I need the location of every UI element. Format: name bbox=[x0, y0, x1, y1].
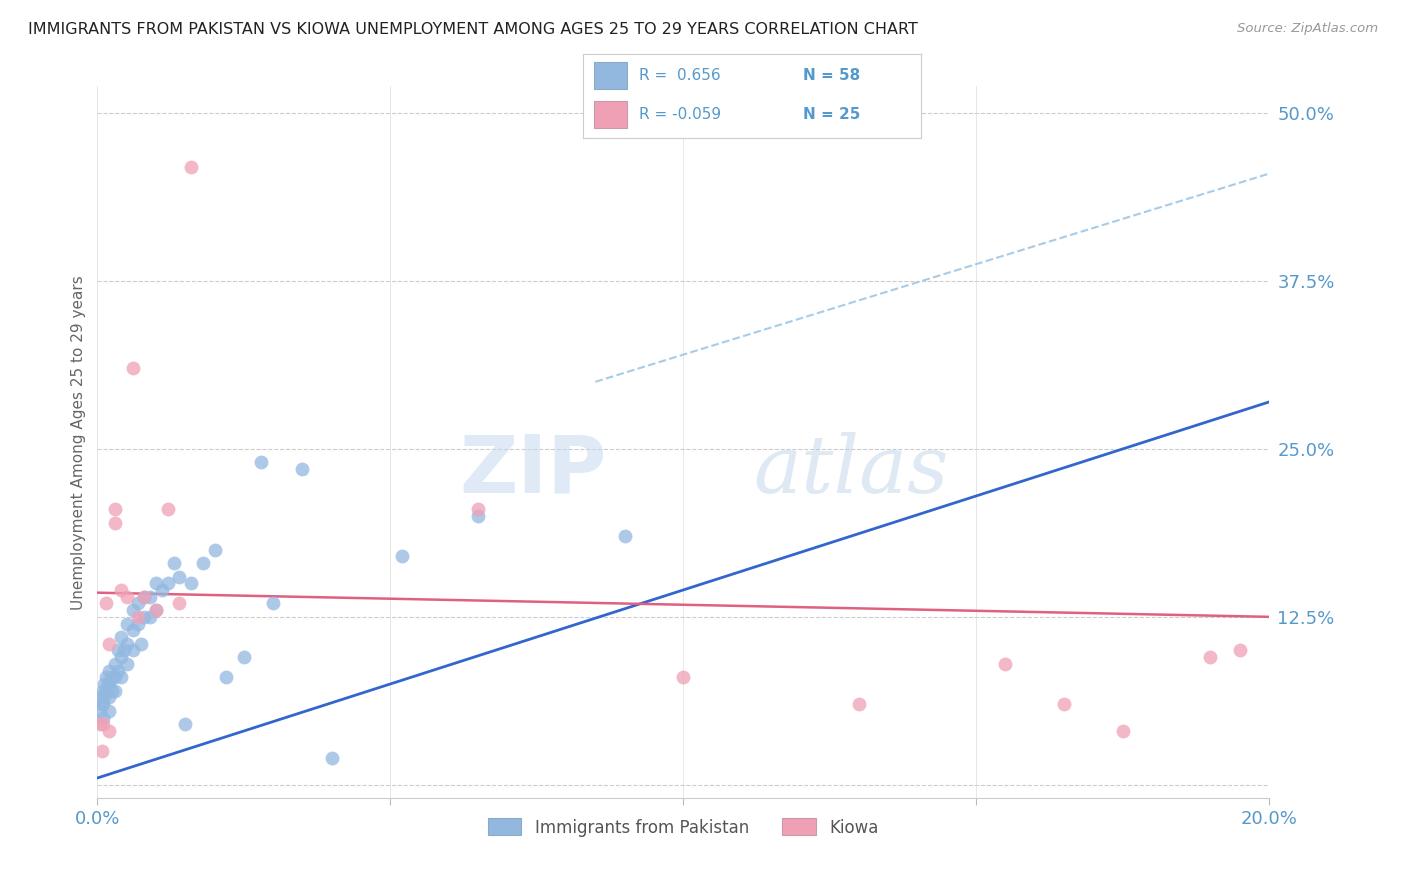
FancyBboxPatch shape bbox=[593, 101, 627, 128]
Text: N = 25: N = 25 bbox=[803, 107, 860, 122]
Point bbox=[134, 590, 156, 604]
Point bbox=[1053, 697, 1076, 711]
Point bbox=[98, 723, 121, 738]
Point bbox=[291, 462, 314, 476]
Point bbox=[104, 516, 127, 530]
Point bbox=[180, 576, 202, 591]
Point bbox=[98, 690, 121, 705]
Point bbox=[115, 637, 138, 651]
Point bbox=[250, 455, 273, 469]
Point bbox=[121, 361, 143, 376]
Point bbox=[145, 603, 167, 617]
Point bbox=[145, 603, 167, 617]
Point bbox=[98, 637, 121, 651]
Point bbox=[89, 704, 111, 718]
Point bbox=[98, 664, 121, 678]
Point bbox=[107, 664, 129, 678]
Point bbox=[91, 697, 114, 711]
Point bbox=[321, 751, 343, 765]
Point bbox=[104, 670, 127, 684]
Point bbox=[107, 643, 129, 657]
Point bbox=[121, 643, 143, 657]
Text: atlas: atlas bbox=[754, 432, 949, 509]
Point bbox=[191, 556, 214, 570]
Point bbox=[121, 603, 143, 617]
Point bbox=[1229, 643, 1251, 657]
Point bbox=[134, 590, 156, 604]
Point bbox=[467, 509, 489, 524]
Text: R = -0.059: R = -0.059 bbox=[640, 107, 721, 122]
Point bbox=[232, 650, 254, 665]
Text: N = 58: N = 58 bbox=[803, 68, 860, 83]
Point bbox=[91, 697, 114, 711]
Point bbox=[156, 502, 179, 516]
Point bbox=[180, 160, 202, 174]
Point bbox=[110, 630, 132, 644]
FancyBboxPatch shape bbox=[593, 62, 627, 89]
Point bbox=[112, 643, 135, 657]
Point bbox=[169, 596, 191, 610]
Text: IMMIGRANTS FROM PAKISTAN VS KIOWA UNEMPLOYMENT AMONG AGES 25 TO 29 YEARS CORRELA: IMMIGRANTS FROM PAKISTAN VS KIOWA UNEMPL… bbox=[28, 22, 918, 37]
Point bbox=[262, 596, 284, 610]
Point bbox=[150, 582, 173, 597]
Point bbox=[93, 677, 115, 691]
Y-axis label: Unemployment Among Ages 25 to 29 years: Unemployment Among Ages 25 to 29 years bbox=[72, 275, 86, 609]
Point bbox=[98, 677, 121, 691]
Point bbox=[104, 502, 127, 516]
Point bbox=[110, 582, 132, 597]
Point bbox=[127, 596, 149, 610]
Point bbox=[91, 710, 114, 724]
Point bbox=[91, 744, 114, 758]
Text: ZIP: ZIP bbox=[460, 432, 607, 509]
Point bbox=[115, 590, 138, 604]
Point bbox=[139, 610, 162, 624]
Point bbox=[174, 717, 197, 731]
Text: R =  0.656: R = 0.656 bbox=[640, 68, 721, 83]
Point bbox=[127, 610, 149, 624]
Point bbox=[467, 502, 489, 516]
Point bbox=[89, 717, 111, 731]
Point bbox=[91, 717, 114, 731]
Point bbox=[672, 670, 695, 684]
Point bbox=[215, 670, 238, 684]
Point bbox=[91, 683, 114, 698]
Point bbox=[156, 576, 179, 591]
Point bbox=[104, 657, 127, 671]
Point bbox=[110, 650, 132, 665]
Point bbox=[97, 677, 120, 691]
Point bbox=[994, 657, 1017, 671]
Point bbox=[129, 637, 152, 651]
Point bbox=[204, 542, 226, 557]
Point bbox=[89, 690, 111, 705]
Point bbox=[127, 616, 149, 631]
Point bbox=[115, 657, 138, 671]
Point bbox=[169, 569, 191, 583]
Point bbox=[101, 683, 124, 698]
Text: Source: ZipAtlas.com: Source: ZipAtlas.com bbox=[1237, 22, 1378, 36]
Point bbox=[134, 610, 156, 624]
Point bbox=[93, 690, 115, 705]
Point bbox=[98, 704, 121, 718]
Point bbox=[391, 549, 413, 564]
Point bbox=[145, 576, 167, 591]
Point bbox=[162, 556, 184, 570]
Point bbox=[94, 670, 117, 684]
Point bbox=[94, 596, 117, 610]
Point bbox=[121, 624, 143, 638]
Point bbox=[115, 616, 138, 631]
Point bbox=[848, 697, 870, 711]
Point bbox=[1199, 650, 1222, 665]
Point bbox=[110, 670, 132, 684]
Point bbox=[1111, 723, 1133, 738]
Point bbox=[139, 590, 162, 604]
Point bbox=[613, 529, 636, 543]
Point bbox=[94, 683, 117, 698]
Point bbox=[104, 683, 127, 698]
Point bbox=[101, 670, 124, 684]
Legend: Immigrants from Pakistan, Kiowa: Immigrants from Pakistan, Kiowa bbox=[481, 812, 884, 843]
